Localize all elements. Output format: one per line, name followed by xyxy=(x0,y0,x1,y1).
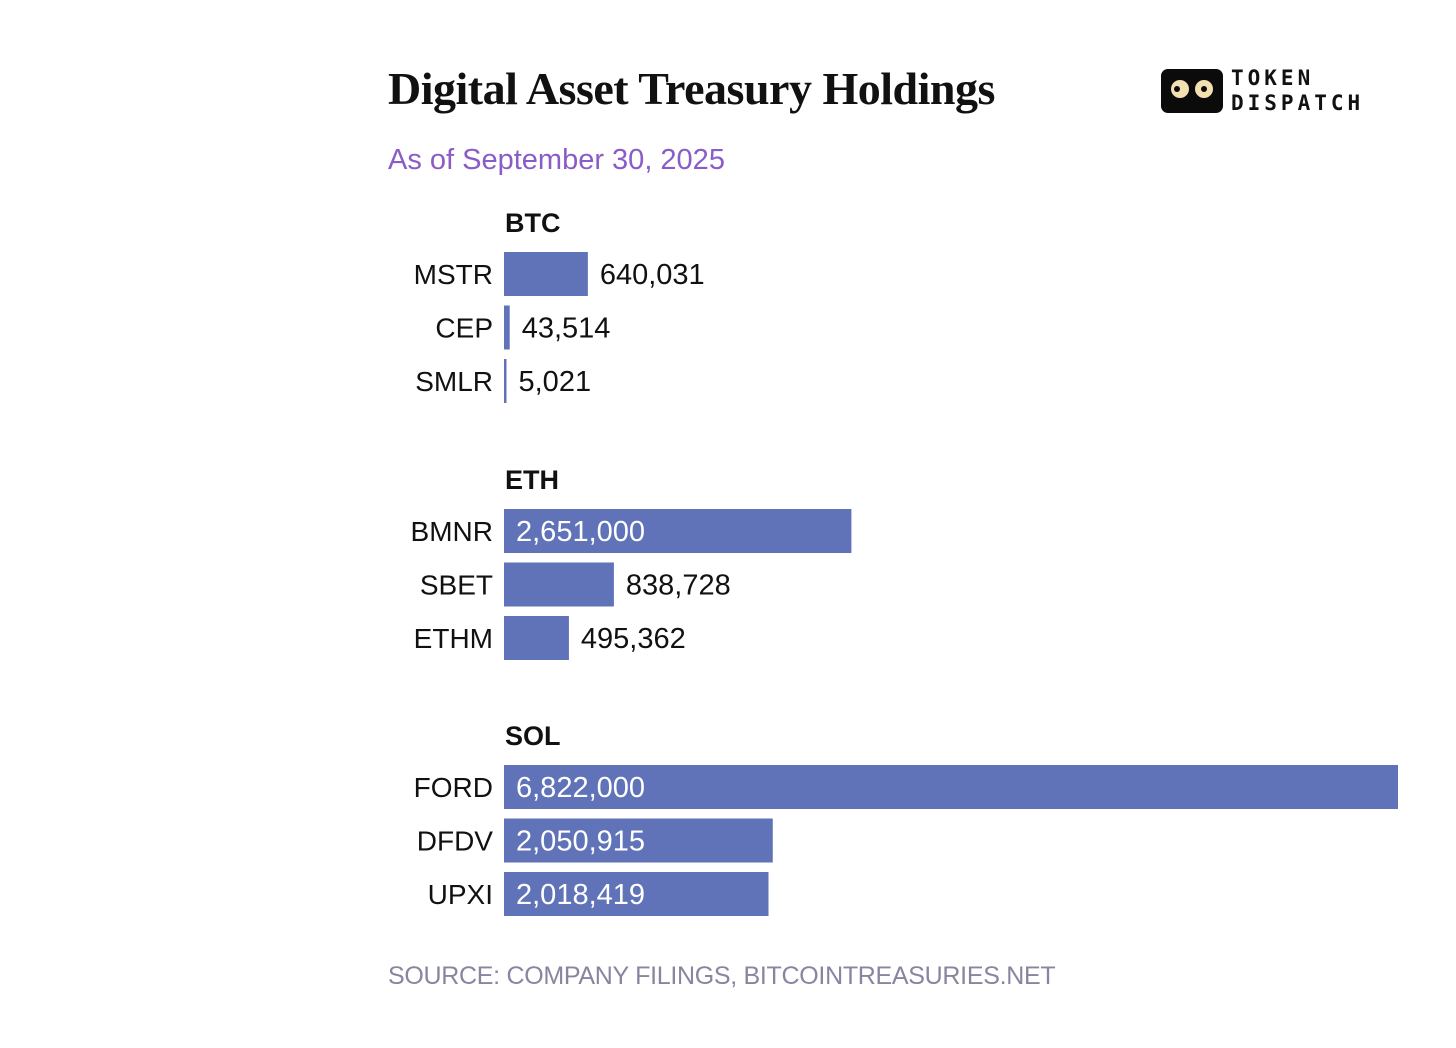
source-note: SOURCE: COMPANY FILINGS, BITCOINTREASURI… xyxy=(388,962,1056,990)
data-label: 495,362 xyxy=(581,623,686,655)
bar xyxy=(504,305,510,350)
category-label: SBET xyxy=(420,570,493,601)
group-heading: SOL xyxy=(505,721,561,751)
logo-text-line2: DISPATCH xyxy=(1231,91,1365,115)
data-label: 5,021 xyxy=(519,366,592,398)
category-label: CEP xyxy=(435,313,493,344)
data-label: 43,514 xyxy=(522,313,611,345)
category-label: BMNR xyxy=(411,516,493,547)
category-label: SMLR xyxy=(415,366,493,397)
bar xyxy=(504,818,773,863)
bar xyxy=(504,872,769,916)
group-heading: BTC xyxy=(505,208,561,238)
bar xyxy=(504,616,569,660)
bar xyxy=(504,509,852,553)
data-label: 2,050,915 xyxy=(516,826,645,858)
category-label: MSTR xyxy=(414,259,493,290)
bar xyxy=(504,252,588,296)
group-heading: ETH xyxy=(505,465,559,495)
bar xyxy=(504,562,614,607)
bar xyxy=(504,765,1398,809)
chart-title: Digital Asset Treasury Holdings xyxy=(388,63,995,114)
logo-face-icon xyxy=(1161,69,1223,113)
bar xyxy=(504,359,507,403)
category-label: UPXI xyxy=(428,879,493,910)
data-label: 838,728 xyxy=(626,570,731,602)
category-label: FORD xyxy=(414,772,493,803)
data-label: 2,651,000 xyxy=(516,516,645,548)
logo-text-line1: TOKEN xyxy=(1231,66,1315,90)
data-label: 640,031 xyxy=(600,259,705,291)
data-label: 2,018,419 xyxy=(516,879,645,911)
chart-subtitle: As of September 30, 2025 xyxy=(388,144,725,176)
category-label: ETHM xyxy=(414,623,493,654)
category-label: DFDV xyxy=(417,826,494,857)
data-label: 6,822,000 xyxy=(516,772,645,804)
token-dispatch-logo: TOKEN DISPATCH xyxy=(1161,66,1411,117)
